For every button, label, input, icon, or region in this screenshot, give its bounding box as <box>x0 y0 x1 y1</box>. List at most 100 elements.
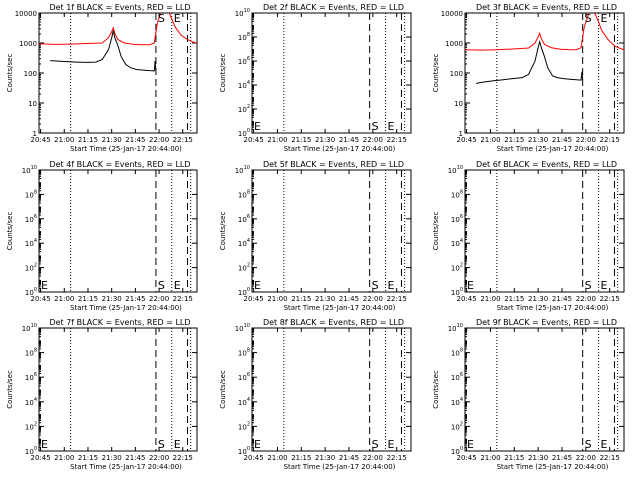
y-tick-label: 106 <box>25 372 37 382</box>
y-tick-label: 106 <box>451 214 463 224</box>
x-tick-label: 22:15 <box>173 136 193 144</box>
x-tick-label: 21:45 <box>339 454 359 462</box>
y-tick-label-exp: 0 <box>34 287 37 293</box>
x-axis-label: Start Time (25-Jan-17 20:44:00) <box>284 463 396 471</box>
y-tick-label: 104 <box>238 238 250 248</box>
series-line-lld <box>39 13 197 46</box>
end-marker-label: E <box>174 12 181 25</box>
start-marker-label: S <box>158 12 165 25</box>
x-tick-label: 21:30 <box>315 295 335 303</box>
y-tick-label-exp: 10 <box>457 323 463 329</box>
y-axis-label: Counts/sec <box>6 54 14 93</box>
y-tick-label: 106 <box>238 214 250 224</box>
y-tick-label: 10 <box>454 100 463 108</box>
y-tick-label-exp: 10 <box>244 323 250 329</box>
x-tick-label: 21:30 <box>528 454 548 462</box>
y-tick-label: 104 <box>25 397 37 407</box>
y-tick-label: 108 <box>25 189 37 199</box>
x-tick-label: 21:00 <box>480 136 500 144</box>
y-tick-label: 1010 <box>235 323 250 333</box>
y-tick-label-exp: 2 <box>460 263 463 269</box>
y-tick-label: 1010 <box>448 165 463 175</box>
y-tick-label-exp: 10 <box>244 165 250 171</box>
detector-panel-5: Det 5f BLACK = Events, RED = LLD 20:45 21:… <box>219 160 412 312</box>
x-tick-label: 21:15 <box>78 136 98 144</box>
x-tick-label: 21:15 <box>78 454 98 462</box>
y-tick-label-exp: 6 <box>460 372 463 378</box>
x-tick-label: 21:15 <box>291 136 311 144</box>
y-tick-label-exp: 2 <box>34 263 37 269</box>
x-tick-label: 22:00 <box>149 454 169 462</box>
y-tick-label-exp: 4 <box>34 238 37 244</box>
x-tick-label: 22:15 <box>600 295 620 303</box>
panel-title: Det 8f BLACK = Events, RED = LLD <box>263 318 404 327</box>
y-tick-label-exp: 6 <box>34 214 37 220</box>
y-tick-label-exp: 6 <box>34 372 37 378</box>
y-axis-label: Counts/sec <box>6 370 14 409</box>
y-axis-label: Counts/sec <box>432 370 440 409</box>
series-line-events <box>50 30 157 72</box>
x-tick-label: 22:15 <box>600 454 620 462</box>
y-axis-label: Counts/sec <box>219 212 227 251</box>
end-marker-label: E <box>174 438 181 451</box>
x-tick-label: 21:45 <box>339 136 359 144</box>
plot-frame <box>38 169 198 293</box>
y-tick-label: 1 <box>459 130 463 138</box>
start-marker-label: S <box>158 438 165 451</box>
y-tick-label: 106 <box>451 372 463 382</box>
x-tick-label: 21:15 <box>504 136 524 144</box>
plot-frame <box>464 12 625 134</box>
x-tick-label: 21:00 <box>267 454 287 462</box>
panel-title: Det 2f BLACK = Events, RED = LLD <box>263 3 404 12</box>
y-tick-label-exp: 6 <box>247 372 250 378</box>
x-tick-label: 21:30 <box>102 454 122 462</box>
y-tick-label: 1010 <box>235 165 250 175</box>
plot-frame <box>464 327 625 452</box>
y-tick-label: 1010 <box>22 165 37 175</box>
end-marker-label: E <box>174 279 181 292</box>
x-tick-label: 21:45 <box>552 454 572 462</box>
x-tick-label: 21:45 <box>125 295 145 303</box>
y-tick-label-exp: 4 <box>34 397 37 403</box>
series-group <box>39 13 197 72</box>
x-tick-label: 21:00 <box>54 454 74 462</box>
y-tick-label-exp: 0 <box>247 128 250 134</box>
y-axis-label: Counts/sec <box>6 212 14 251</box>
detector-panel-6: Det 6f BLACK = Events, RED = LLD 20:45 21:… <box>432 160 625 312</box>
x-axis-label: Start Time (25-Jan-17 20:44:00) <box>497 463 609 471</box>
y-tick-label: 108 <box>25 348 37 358</box>
y-tick-label: 108 <box>451 189 463 199</box>
panel-title: Det 5f BLACK = Events, RED = LLD <box>263 160 404 169</box>
x-tick-label: 22:15 <box>387 454 407 462</box>
y-tick-label-exp: 8 <box>247 32 250 38</box>
panel-title: Det 9f BLACK = Events, RED = LLD <box>476 318 617 327</box>
x-tick-label: 20:45 <box>30 295 50 303</box>
y-tick-label-exp: 0 <box>460 287 463 293</box>
x-tick-label: 22:00 <box>363 454 383 462</box>
x-tick-label: 22:15 <box>173 454 193 462</box>
y-tick-label: 104 <box>25 238 37 248</box>
start-marker-label: S <box>372 438 379 451</box>
x-tick-label: 21:15 <box>504 295 524 303</box>
x-tick-label: 20:45 <box>456 295 476 303</box>
x-tick-label: 20:45 <box>243 136 263 144</box>
x-tick-label: 20:45 <box>456 136 476 144</box>
y-tick-label: 108 <box>238 189 250 199</box>
y-tick-label-exp: 8 <box>460 189 463 195</box>
x-tick-label: 21:00 <box>54 136 74 144</box>
x-tick-label: 21:00 <box>480 454 500 462</box>
x-tick-label: 22:15 <box>600 136 620 144</box>
y-tick-label: 100 <box>450 70 463 78</box>
y-tick-label-exp: 4 <box>460 397 463 403</box>
x-tick-label: 20:45 <box>30 454 50 462</box>
x-tick-label: 21:45 <box>552 295 572 303</box>
detector-panel-8: Det 8f BLACK = Events, RED = LLD 20:45 21:… <box>219 318 412 471</box>
x-tick-label: 22:00 <box>576 454 596 462</box>
y-tick-label-exp: 0 <box>460 446 463 452</box>
y-tick-label: 10 <box>28 100 37 108</box>
x-tick-label: 21:15 <box>78 295 98 303</box>
x-axis-label: Start Time (25-Jan-17 20:44:00) <box>70 304 182 312</box>
start-marker-label: S <box>585 12 592 25</box>
y-tick-label-exp: 8 <box>34 189 37 195</box>
